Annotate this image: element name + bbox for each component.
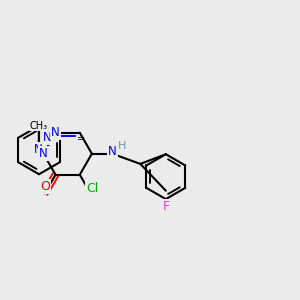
Text: =: = — [77, 134, 85, 144]
Text: N: N — [51, 126, 60, 139]
Text: N: N — [39, 147, 48, 160]
Text: Cl: Cl — [86, 182, 98, 195]
Text: N: N — [43, 131, 52, 144]
Text: H: H — [118, 141, 126, 151]
Text: F: F — [162, 200, 169, 213]
Text: N: N — [108, 145, 117, 158]
Text: O: O — [40, 180, 50, 194]
Text: N: N — [34, 142, 43, 155]
Text: CH₃: CH₃ — [30, 121, 48, 130]
